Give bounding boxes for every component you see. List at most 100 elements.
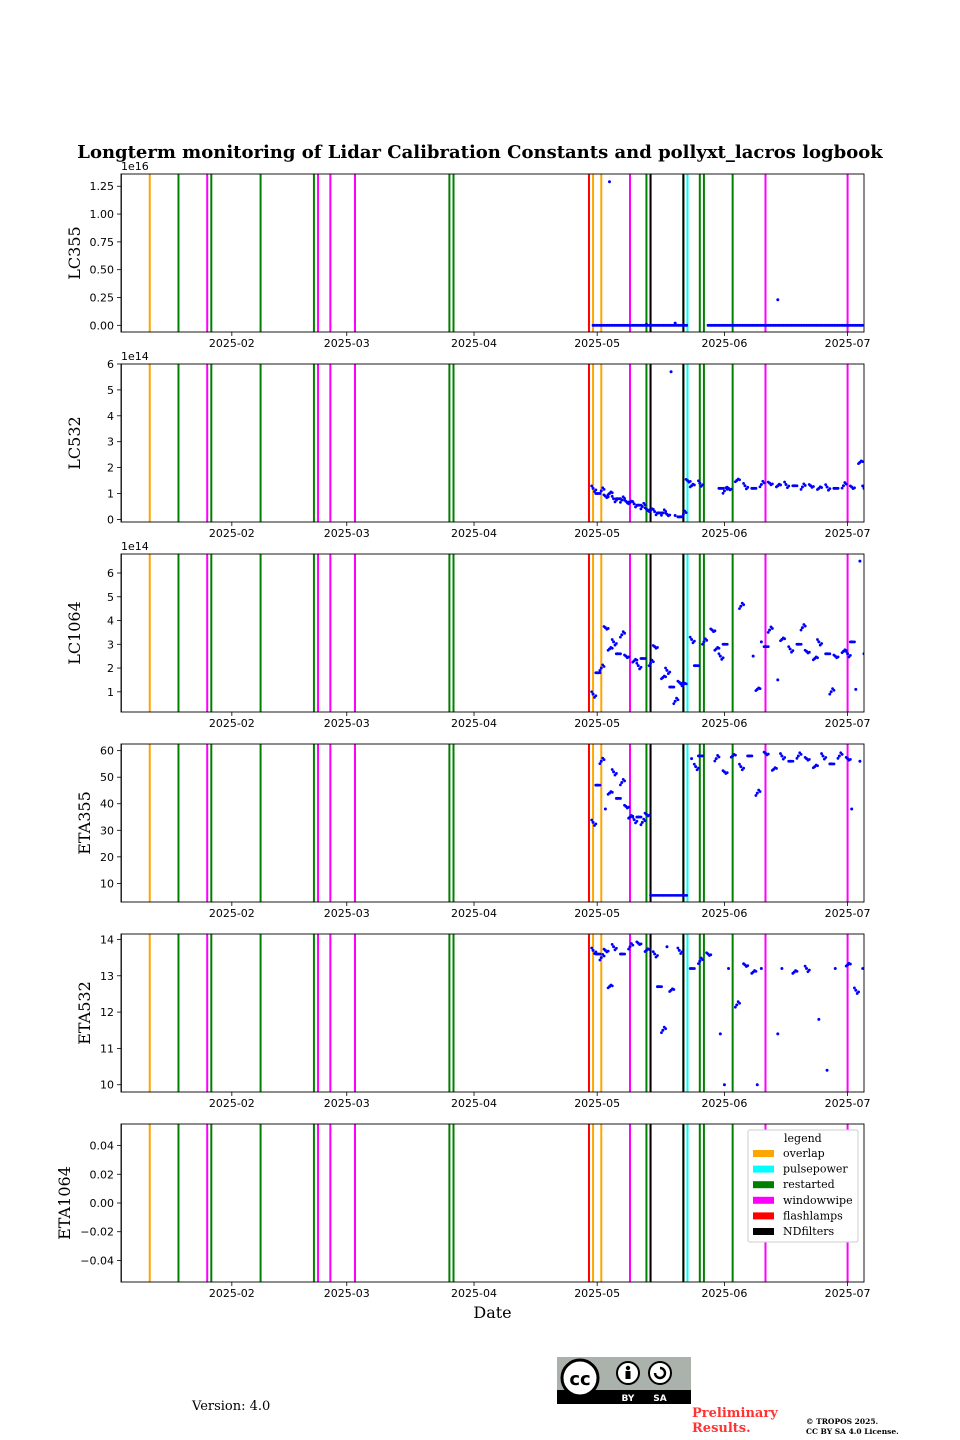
data-point xyxy=(591,692,595,696)
data-point xyxy=(854,988,858,992)
data-point xyxy=(755,1083,759,1087)
data-point xyxy=(779,639,782,643)
data-point xyxy=(791,649,795,653)
x-tick-label: 2025-06 xyxy=(701,907,747,920)
x-tick-label: 2025-02 xyxy=(209,1097,255,1110)
data-point xyxy=(742,962,745,966)
data-point xyxy=(590,690,594,694)
data-point xyxy=(602,493,606,497)
data-point xyxy=(692,664,696,668)
y-tick-label: 2 xyxy=(107,662,114,675)
legend-swatch-windowwipe xyxy=(753,1196,774,1204)
y-axis-label: LC532 xyxy=(65,416,84,469)
data-point xyxy=(639,665,643,669)
data-point xyxy=(836,756,840,760)
data-point xyxy=(758,485,762,489)
data-point xyxy=(672,702,676,706)
axes-frame xyxy=(120,553,865,713)
data-point xyxy=(690,757,694,761)
y-tick-label: 1.25 xyxy=(90,180,115,193)
x-tick-label: 2025-07 xyxy=(825,1287,871,1300)
data-point xyxy=(766,480,770,484)
data-point xyxy=(610,646,614,650)
data-point xyxy=(750,486,754,490)
data-point xyxy=(714,757,718,761)
y-tick-label: 0.75 xyxy=(90,236,115,249)
y-tick-label: 10 xyxy=(100,877,114,890)
data-point xyxy=(614,797,618,800)
x-tick-label: 2025-06 xyxy=(701,1287,747,1300)
y-tick-label: 0 xyxy=(107,513,114,526)
data-point xyxy=(672,685,676,689)
data-point xyxy=(787,484,791,488)
data-point xyxy=(762,645,766,649)
data-point xyxy=(836,655,840,659)
data-point xyxy=(697,664,700,668)
data-point xyxy=(639,823,643,827)
data-point xyxy=(770,627,774,630)
x-tick-label: 2025-02 xyxy=(209,527,255,540)
panel-lc532: 2025-02 2025-03 2025-04 2025-05 2025-06 2025-… xyxy=(65,350,871,540)
data-point xyxy=(861,460,864,464)
data-point xyxy=(795,484,799,488)
legend-swatch-NDfilters xyxy=(753,1228,774,1235)
y-tick-label: 1.00 xyxy=(90,208,115,221)
data-point xyxy=(623,653,626,657)
x-tick-label: 2025-07 xyxy=(825,1097,871,1110)
data-point xyxy=(635,503,639,507)
data-point xyxy=(603,807,607,811)
data-point xyxy=(722,1083,726,1087)
data-point xyxy=(816,764,819,768)
data-point xyxy=(680,950,684,954)
data-point xyxy=(668,670,672,674)
data-point xyxy=(651,507,655,511)
data-point xyxy=(829,690,833,694)
data-point xyxy=(807,757,811,761)
data-point xyxy=(779,752,782,755)
data-point xyxy=(743,484,747,488)
data-point xyxy=(643,950,647,953)
data-point xyxy=(594,783,598,787)
data-point xyxy=(631,943,635,947)
data-point xyxy=(803,756,807,759)
data-point xyxy=(680,684,684,688)
data-point xyxy=(713,759,717,763)
data-point xyxy=(665,668,669,672)
data-point xyxy=(705,638,709,642)
data-point xyxy=(701,483,705,487)
data-point xyxy=(644,322,648,326)
data-point xyxy=(816,656,819,660)
x-tick-label: 2025-03 xyxy=(324,527,370,540)
legend-swatch-flashlamps xyxy=(753,1212,774,1220)
data-point xyxy=(725,642,729,646)
legend-label-pulsepower: pulsepower xyxy=(783,1163,848,1176)
data-point xyxy=(668,990,672,993)
data-point xyxy=(824,652,828,656)
legend-label-restarted: restarted xyxy=(783,1178,835,1191)
data-point xyxy=(840,651,844,654)
data-point xyxy=(627,816,631,820)
data-point xyxy=(606,648,610,652)
data-point xyxy=(738,1001,741,1005)
y-tick-label: 0.50 xyxy=(90,264,115,277)
data-point xyxy=(610,984,614,988)
data-point xyxy=(783,756,787,759)
data-point xyxy=(640,504,644,508)
data-point xyxy=(664,1027,668,1031)
x-tick-label: 2025-05 xyxy=(574,907,620,920)
x-tick-label: 2025-04 xyxy=(451,1287,497,1300)
data-point xyxy=(635,940,639,944)
copyright-line-1: © TROPOS 2025. xyxy=(806,1417,879,1426)
data-point xyxy=(828,652,832,656)
data-point xyxy=(718,654,722,658)
data-point xyxy=(844,482,848,486)
x-tick-label: 2025-07 xyxy=(825,337,871,350)
y-tick-label: 12 xyxy=(100,1006,114,1019)
data-point xyxy=(614,642,618,645)
data-point xyxy=(614,772,618,775)
data-point xyxy=(784,482,788,486)
data-point xyxy=(858,759,862,763)
y-tick-label: −0.04 xyxy=(80,1254,114,1267)
legend-swatch-pulsepower xyxy=(753,1165,774,1173)
data-point xyxy=(647,510,651,513)
